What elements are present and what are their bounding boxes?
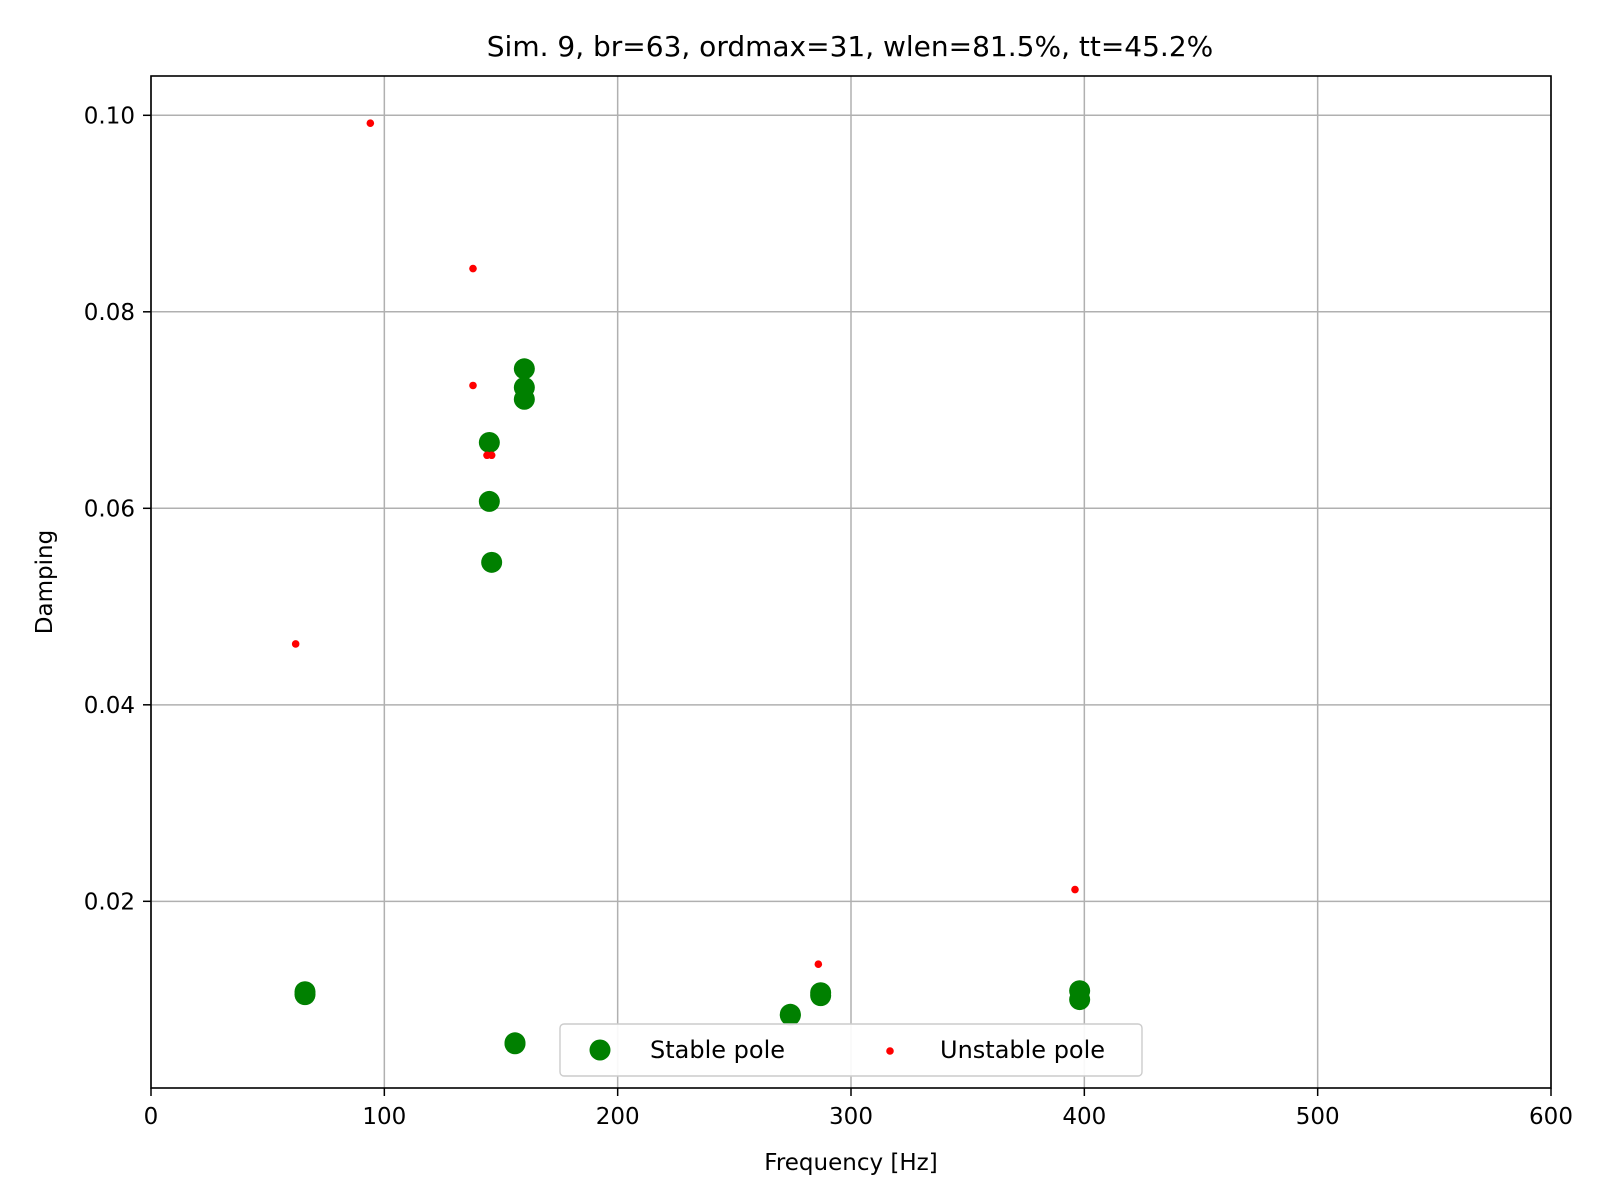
- y-tick-label: 0.08: [84, 300, 135, 326]
- unstable-pole-point: [814, 960, 823, 969]
- legend-stable-marker: [589, 1039, 611, 1061]
- unstable-pole-point: [291, 640, 300, 648]
- stable-pole-point: [810, 982, 832, 1004]
- grid: [150, 76, 1552, 1088]
- stable-pole-point: [513, 388, 535, 410]
- scatter-points: [291, 119, 1091, 1055]
- y-tick-label: 0.04: [84, 693, 135, 719]
- chart-title: Sim. 9, br=63, ordmax=31, wlen=81.5%, tt…: [487, 30, 1213, 63]
- axes: 0 100 200 300 400 500 600 0.02 0.04 0.06 0.08 0.10: [84, 103, 1573, 1130]
- unstable-pole-point: [469, 264, 477, 273]
- unstable-pole-point: [469, 381, 477, 390]
- stable-pole-point: [779, 1003, 801, 1025]
- y-tick-label: 0.06: [84, 496, 135, 522]
- stable-pole-point: [478, 490, 500, 512]
- legend-stable-label: Stable pole: [650, 1036, 785, 1064]
- stable-pole-point: [1069, 980, 1091, 1002]
- x-tick-label: 300: [829, 1104, 873, 1130]
- unstable-pole-point: [1071, 885, 1079, 894]
- x-axis-label: Frequency [Hz]: [764, 1150, 937, 1176]
- unstable-pole-point: [487, 451, 496, 460]
- legend-unstable-label: Unstable pole: [940, 1036, 1105, 1064]
- x-tick-label: 400: [1062, 1104, 1106, 1130]
- x-tick-label: 500: [1296, 1104, 1340, 1130]
- x-tick-label: 0: [144, 1104, 159, 1130]
- x-tick-label: 200: [596, 1104, 640, 1130]
- y-axis-label: Damping: [32, 530, 58, 634]
- legend: Stable pole Unstable pole: [559, 1023, 1143, 1077]
- x-tick-label: 100: [362, 1104, 406, 1130]
- x-tick-label: 600: [1529, 1104, 1573, 1130]
- legend-box: [559, 1023, 1143, 1077]
- stable-pole-point: [513, 358, 535, 380]
- legend-unstable-marker: [886, 1047, 894, 1055]
- stable-pole-point: [504, 1032, 526, 1054]
- y-tick-label: 0.10: [84, 103, 135, 129]
- y-tick-label: 0.02: [84, 889, 135, 915]
- stable-pole-point: [478, 431, 500, 453]
- stable-pole-point: [481, 551, 503, 573]
- unstable-pole-point: [366, 119, 375, 127]
- stable-pole-point: [294, 981, 316, 1003]
